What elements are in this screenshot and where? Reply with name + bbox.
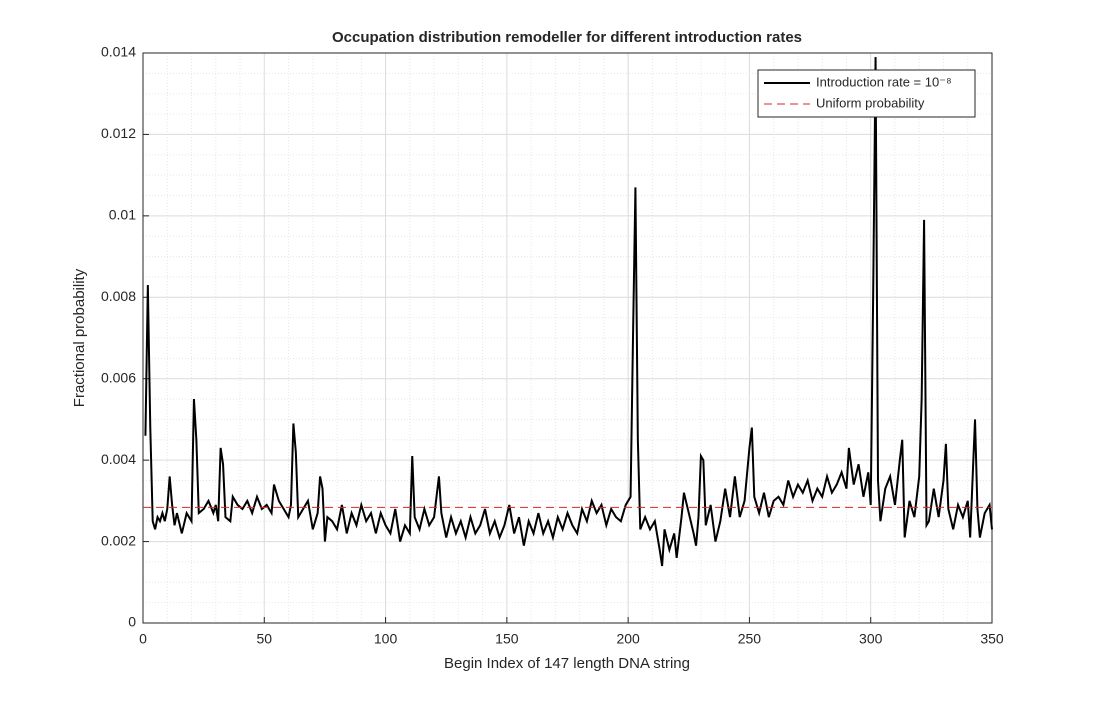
y-tick-label: 0.012 bbox=[101, 125, 136, 141]
x-tick-label: 50 bbox=[256, 631, 272, 647]
y-tick-label: 0.002 bbox=[101, 532, 136, 548]
y-axis-label: Fractional probability bbox=[71, 268, 88, 407]
x-tick-label: 200 bbox=[616, 631, 640, 647]
x-tick-label: 250 bbox=[738, 631, 762, 647]
x-tick-label: 350 bbox=[980, 631, 1004, 647]
x-tick-label: 100 bbox=[374, 631, 398, 647]
y-tick-label: 0.01 bbox=[109, 207, 136, 223]
y-tick-label: 0.006 bbox=[101, 369, 136, 385]
legend-box bbox=[757, 69, 976, 118]
y-tick-label: 0.008 bbox=[101, 288, 136, 304]
axes-box bbox=[142, 52, 993, 624]
legend-label: Uniform probability bbox=[816, 95, 925, 110]
x-tick-label: 0 bbox=[139, 631, 147, 647]
y-tick-label: 0 bbox=[128, 614, 136, 630]
legend-label: Introduction rate = 10⁻⁸ bbox=[816, 74, 952, 89]
x-axis-label: Begin Index of 147 length DNA string bbox=[444, 655, 690, 672]
y-tick-label: 0.004 bbox=[101, 451, 136, 467]
chart-title: Occupation distribution remodeller for d… bbox=[332, 29, 802, 46]
data-line bbox=[144, 57, 993, 567]
x-tick-label: 300 bbox=[859, 631, 883, 647]
x-tick-label: 150 bbox=[495, 631, 519, 647]
y-tick-label: 0.014 bbox=[101, 44, 136, 60]
plot-area bbox=[143, 53, 992, 623]
